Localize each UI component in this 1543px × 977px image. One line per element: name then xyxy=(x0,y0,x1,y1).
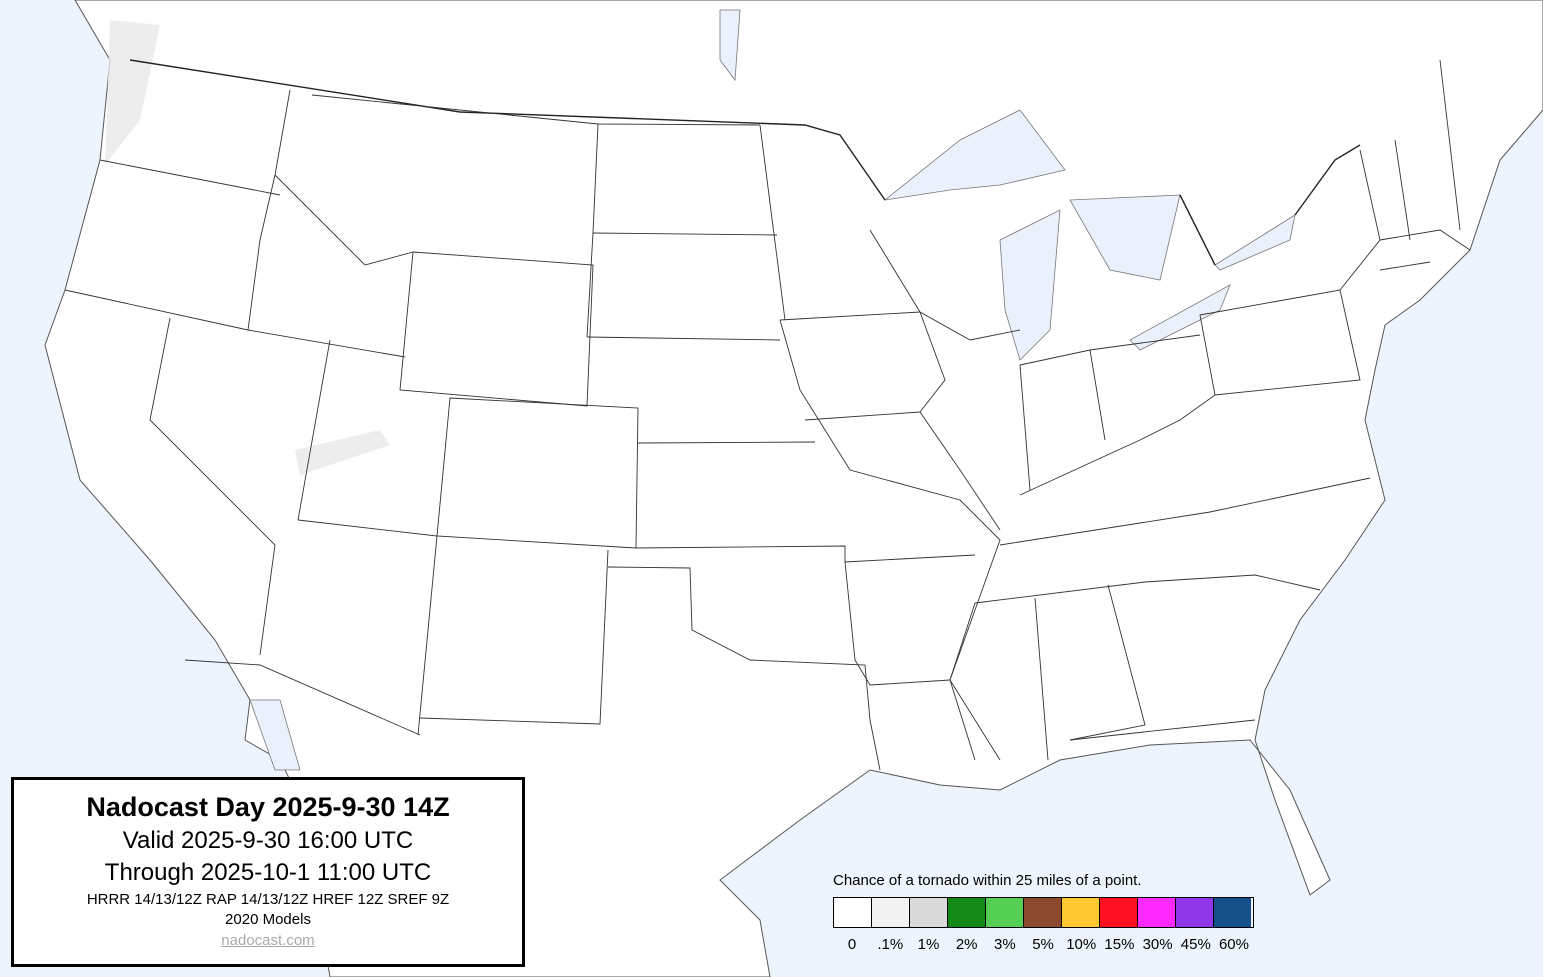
legend-swatch xyxy=(1100,898,1138,927)
legend-swatch xyxy=(834,898,872,927)
legend-swatch xyxy=(986,898,1024,927)
model-runs: HRRR 14/13/12Z RAP 14/13/12Z HREF 12Z SR… xyxy=(86,891,450,908)
legend-label: 60% xyxy=(1218,936,1249,953)
legend-swatch xyxy=(1176,898,1214,927)
legend-swatch xyxy=(1024,898,1062,927)
nadocast-link[interactable]: nadocast.com xyxy=(221,932,315,949)
probability-legend: Chance of a tornado within 25 miles of a… xyxy=(833,872,1254,953)
legend-label: 10% xyxy=(1066,936,1097,953)
legend-swatches xyxy=(833,897,1254,928)
legend-label: .1% xyxy=(877,936,904,953)
legend-labels: 0 .1% 1% 2% 3% 5% 10% 15% 30% 45% 60% xyxy=(833,936,1254,953)
precip-shade xyxy=(105,20,160,165)
forecast-title: Nadocast Day 2025-9-30 14Z xyxy=(86,792,450,822)
legend-swatch xyxy=(872,898,910,927)
through-time: Through 2025-10-1 11:00 UTC xyxy=(104,859,432,886)
legend-label: 5% xyxy=(1032,936,1054,953)
legend-label: 0 xyxy=(847,936,857,953)
valid-time: Valid 2025-9-30 16:00 UTC xyxy=(122,827,414,854)
international-borders xyxy=(129,59,1361,266)
lakes xyxy=(249,9,1296,771)
model-version: 2020 Models xyxy=(225,911,311,928)
legend-label: 2% xyxy=(955,936,978,953)
legend-label: 3% xyxy=(994,936,1016,953)
legend-swatch xyxy=(1214,898,1251,927)
legend-swatch xyxy=(1062,898,1100,927)
state-borders xyxy=(64,59,1471,771)
forecast-info-box: Nadocast Day 2025-9-30 14Z Valid 2025-9-… xyxy=(11,777,525,967)
legend-label: 30% xyxy=(1142,936,1173,953)
precip-shade xyxy=(295,430,390,475)
legend-label: 15% xyxy=(1104,936,1135,953)
legend-swatch xyxy=(1138,898,1176,927)
legend-label: 45% xyxy=(1180,936,1211,953)
legend-swatch xyxy=(910,898,948,927)
legend-caption: Chance of a tornado within 25 miles of a… xyxy=(833,872,1142,889)
legend-swatch xyxy=(948,898,986,927)
legend-label: 1% xyxy=(917,936,940,953)
